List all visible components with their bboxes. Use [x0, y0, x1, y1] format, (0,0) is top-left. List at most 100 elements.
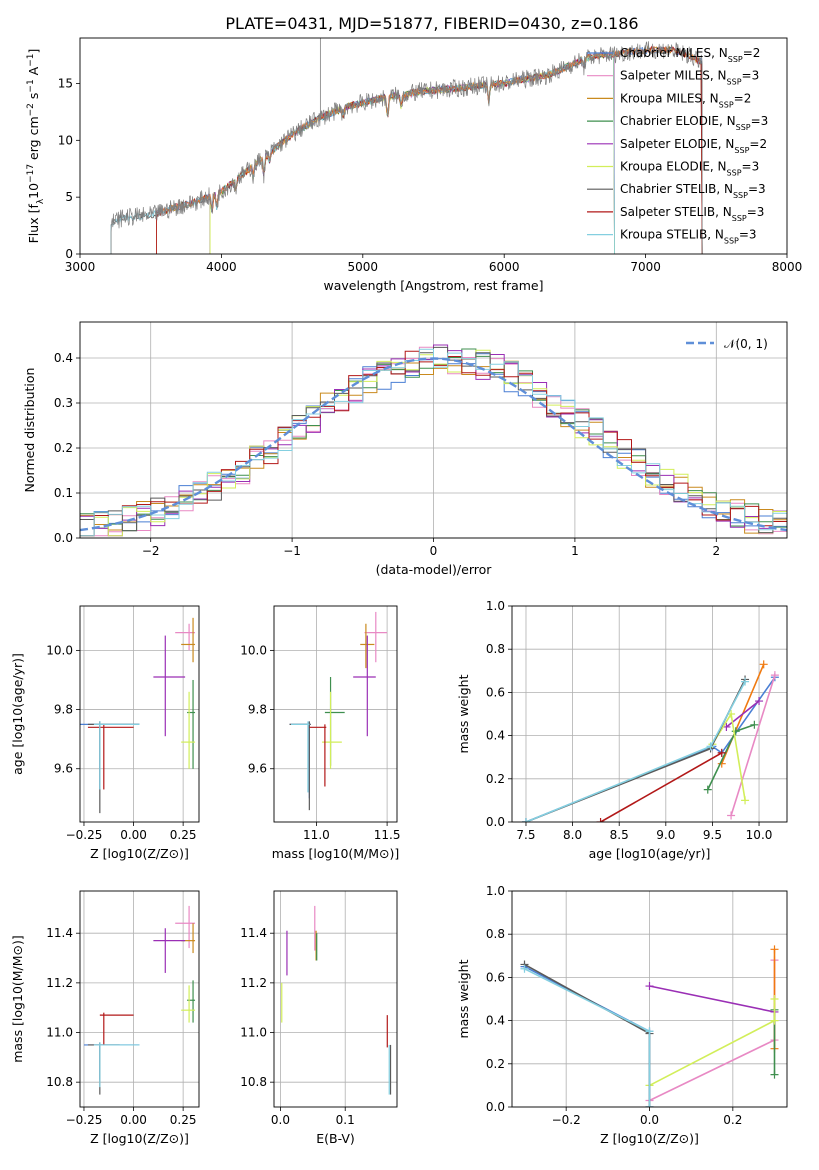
x-tick-label: 1: [571, 544, 579, 558]
y-tick-label: 0.8: [486, 642, 505, 656]
model-line-salpeter-miles: [156, 50, 615, 254]
mass_vs_ebv-points: [281, 905, 392, 1095]
weight-line-salpeter-stelib: [600, 752, 723, 822]
weight-marker: [727, 811, 736, 820]
x-tick-label: 10.0: [746, 828, 773, 842]
weight-marker: [770, 1016, 779, 1025]
x-tick-label: 2: [712, 544, 720, 558]
errorbar-point: [309, 724, 327, 787]
x-axis-label: age [log10(age/yr)]: [589, 846, 711, 861]
weight-marker: [706, 742, 715, 751]
x-tick-label: 3000: [65, 260, 96, 274]
y-tick-label: 10: [58, 133, 73, 147]
x-axis-label: wavelength [Angstrom, rest frame]: [323, 278, 543, 293]
y-tick-label: 11.0: [240, 1026, 267, 1040]
errorbar-point: [83, 1042, 140, 1080]
y-tick-label: 10.0: [240, 643, 267, 657]
x-tick-label: −0.2: [552, 1113, 581, 1127]
y-tick-label: 10.8: [46, 1075, 73, 1089]
errorbar-point: [364, 611, 388, 663]
x-tick-label: −0.25: [66, 828, 103, 842]
weight-marker: [645, 1027, 654, 1036]
legend-entry: Kroupa MILES, NSSP=2: [620, 91, 751, 109]
spectrum-panel: 3000 4000 5000 6000 7000 8000 0 5 10 15 wavelength…: [26, 37, 803, 293]
spectrum-legend: Chabrier MILES, NSSP=2 Salpeter MILES, NS…: [587, 46, 768, 245]
y-axis-label: mass weight: [456, 674, 471, 753]
y-tick-label: 0.2: [54, 441, 73, 455]
errorbar-point: [87, 1042, 120, 1095]
legend-entry: Salpeter MILES, NSSP=3: [620, 69, 759, 87]
x-axis-label: Z [log10(Z/Z⊙)]: [90, 1131, 189, 1146]
legend-entry: Chabrier ELODIE, NSSP=3: [620, 114, 768, 132]
age_vs_Z-points: [80, 617, 196, 814]
weight-line-kroupa-stelib: [524, 968, 651, 1107]
weight-marker: [750, 720, 759, 729]
y-tick-label: 10.0: [46, 643, 73, 657]
mass_vs_Z-points: [83, 905, 196, 1095]
gaussian-curve: [80, 357, 787, 532]
legend-entry: Kroupa ELODIE, NSSP=3: [620, 160, 759, 178]
spectrum-frame: [79, 37, 788, 255]
weight_vs_Z-frame: [511, 890, 788, 1108]
age_vs_mass-panel: 11.0 11.5 9.6 9.8 10.0 mass [log10(M/M⊙)]: [240, 605, 400, 861]
weight-marker: [596, 818, 605, 822]
panels: 3000 4000 5000 6000 7000 8000051015wavelength…: [10, 37, 803, 1146]
mass_vs_ebv-frame: [273, 890, 398, 1108]
x-axis-label: Z [log10(Z/Z⊙)]: [600, 1131, 699, 1146]
x-axis-label: mass [log10(M/M⊙)]: [272, 846, 400, 861]
residual-histograms: [80, 344, 787, 537]
errorbar-point: [181, 985, 196, 1023]
errorbar-point: [175, 623, 196, 651]
age_vs_mass-points: [289, 611, 388, 811]
age_vs_Z-frame: [79, 605, 200, 823]
x-axis-label: E(B-V): [316, 1131, 355, 1146]
legend-entry: Salpeter ELODIE, NSSP=2: [620, 137, 767, 155]
weight_vs_Z-lines: [520, 945, 779, 1107]
y-tick-label: 9.6: [248, 762, 267, 776]
errorbar-point: [353, 635, 376, 737]
observed-spectrum: [110, 41, 703, 254]
errorbar-point: [187, 679, 196, 769]
y-tick-label: 10.8: [240, 1075, 267, 1089]
x-tick-label: 0.25: [170, 828, 197, 842]
weight-line-chabrier-miles: [524, 965, 651, 1107]
weight-marker: [521, 818, 530, 822]
weight-marker: [741, 796, 750, 805]
x-tick-label: 8000: [772, 260, 803, 274]
histogram-kroupa-miles: [80, 360, 787, 534]
y-tick-label: 0.4: [54, 351, 73, 365]
mass_vs_Z-panel: −0.25 0.00 0.25 10.8 11.0 11.2 11.4 Z [log10(Z/…: [10, 890, 200, 1146]
x-axis-label: (data-model)/error: [376, 562, 493, 577]
x-tick-label: 0.0: [271, 1113, 290, 1127]
y-axis-label: age [log10(age/yr)]: [10, 653, 25, 775]
weight-line-kroupa-elodie: [649, 999, 776, 1087]
errorbar-point: [87, 721, 140, 814]
y-tick-label: 0.2: [486, 772, 505, 786]
x-tick-label: 0.0: [640, 1113, 659, 1127]
spectrum-lines: [110, 38, 703, 254]
y-tick-label: 11.4: [240, 926, 267, 940]
y-tick-label: 0.6: [486, 970, 505, 984]
weight-marker: [645, 1103, 654, 1107]
errorbar-point: [87, 724, 134, 790]
y-tick-label: 15: [58, 76, 73, 90]
x-tick-label: 6000: [489, 260, 520, 274]
y-tick-label: 11.2: [46, 976, 73, 990]
weight-marker: [759, 660, 768, 669]
y-tick-label: 5: [65, 190, 73, 204]
y-tick-label: 0.4: [486, 1014, 505, 1028]
x-tick-label: −2: [142, 544, 160, 558]
x-tick-label: 9.0: [656, 828, 675, 842]
y-tick-label: 9.8: [54, 703, 73, 717]
errorbar-point: [181, 617, 196, 663]
x-tick-label: 0.00: [120, 1113, 147, 1127]
x-tick-label: 8.5: [610, 828, 629, 842]
x-tick-label: 8.0: [563, 828, 582, 842]
y-tick-label: 0.0: [486, 815, 505, 829]
x-tick-label: 0.2: [723, 1113, 742, 1127]
y-tick-label: 1.0: [486, 599, 505, 613]
x-tick-label: 9.5: [703, 828, 722, 842]
y-tick-label: 0.2: [486, 1057, 505, 1071]
y-tick-label: 0.8: [486, 927, 505, 941]
